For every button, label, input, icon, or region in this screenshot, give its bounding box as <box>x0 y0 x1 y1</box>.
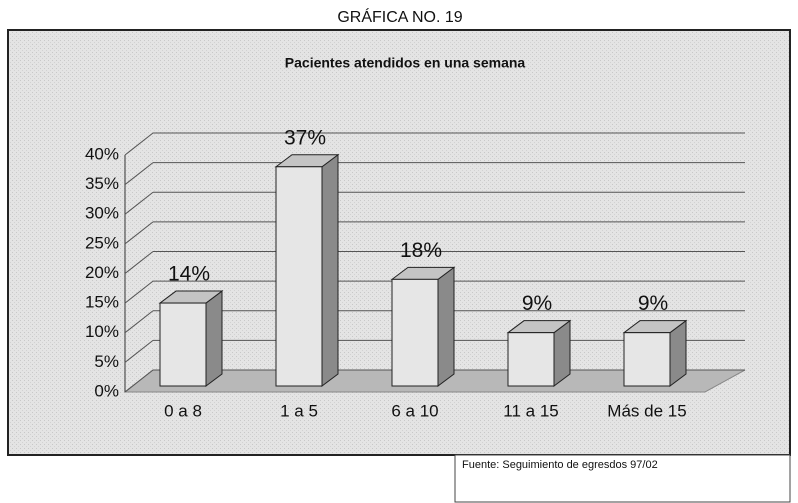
bar <box>275 166 323 387</box>
value-label: 9% <box>638 292 668 315</box>
value-label: 18% <box>400 239 442 262</box>
y-tick-label: 5% <box>94 352 119 371</box>
grid-line <box>124 162 154 186</box>
source-box <box>454 454 791 503</box>
y-tick-label: 0% <box>94 381 119 400</box>
grid-line <box>124 339 154 363</box>
bar-side <box>205 290 223 387</box>
bar-side <box>321 153 339 387</box>
grid-line <box>124 191 154 215</box>
x-tick-label: 11 a 15 <box>503 401 558 420</box>
grid-line <box>124 369 154 393</box>
grid-line <box>124 310 154 334</box>
grid-line <box>124 251 154 274</box>
bar-side <box>437 266 455 387</box>
value-label: 37% <box>284 126 326 149</box>
grid-line <box>124 221 154 245</box>
value-label: 9% <box>522 292 552 315</box>
bar <box>159 302 207 387</box>
y-tick-label: 40% <box>85 144 119 163</box>
grid-line <box>124 280 154 304</box>
y-tick-label: 35% <box>85 174 119 193</box>
x-tick-label: 1 a 5 <box>280 401 318 420</box>
y-tick-label: 25% <box>85 233 119 252</box>
chart-title: Pacientes atendidos en una semana <box>285 55 526 71</box>
header: GRÁFICA NO. 19 <box>337 7 462 26</box>
y-tick-label: 15% <box>85 293 119 312</box>
x-tick-label: 6 a 10 <box>391 401 438 420</box>
bar <box>623 332 671 387</box>
grid-line <box>124 132 154 156</box>
x-tick-label: Más de 15 <box>607 401 686 420</box>
bar <box>507 332 555 387</box>
bar <box>391 278 439 387</box>
value-label: 14% <box>168 263 210 286</box>
source: Fuente: Seguimiento de egresdos 97/02 <box>462 459 658 471</box>
y-tick-label: 10% <box>85 322 119 341</box>
y-tick-label: 30% <box>85 204 119 223</box>
y-tick-label: 20% <box>85 263 119 282</box>
x-tick-label: 0 a 8 <box>164 401 202 420</box>
